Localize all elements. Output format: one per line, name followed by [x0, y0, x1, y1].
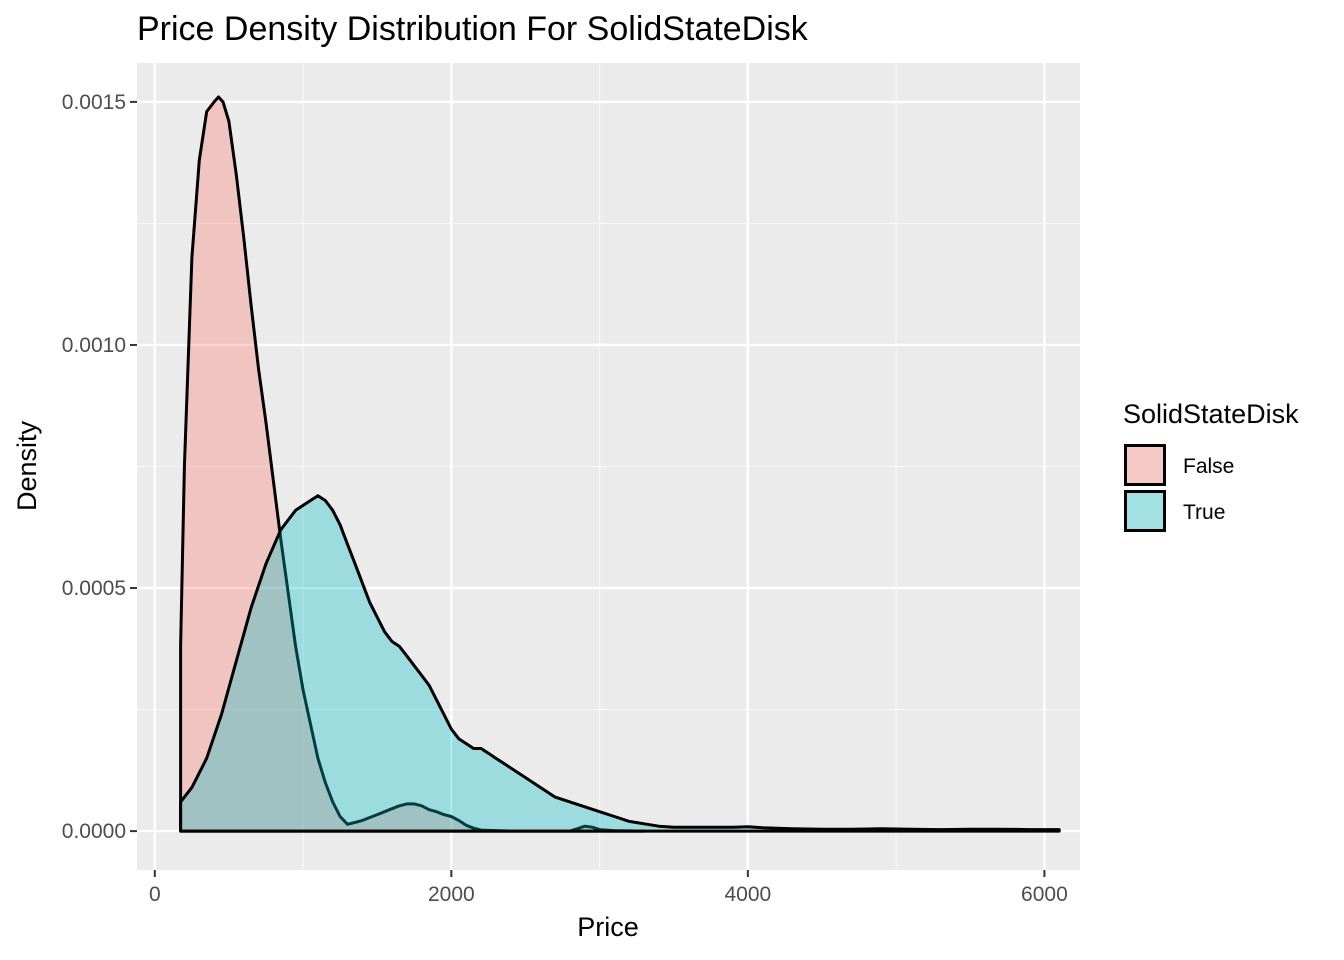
x-tick-label: 0	[149, 883, 161, 906]
x-tick-label: 2000	[428, 883, 475, 906]
legend-key-background	[1124, 490, 1166, 532]
legend-key-swatch	[1124, 490, 1166, 532]
minor-gridlines	[137, 63, 1080, 870]
y-tick-label: 0.0015	[62, 91, 126, 114]
legend: SolidStateDisk False True	[1123, 399, 1299, 532]
chart-title: Price Density Distribution For SolidStat…	[137, 10, 809, 48]
density-area-true	[179, 494, 1061, 833]
x-axis-ticks: 0 2000 4000 6000	[149, 870, 1068, 906]
y-axis-ticks: 0.0000 0.0005 0.0010 0.0015	[62, 91, 137, 843]
density-areas	[179, 95, 1061, 833]
y-axis-title: Density	[12, 420, 42, 511]
legend-key-swatch	[1124, 444, 1166, 486]
legend-title: SolidStateDisk	[1123, 399, 1299, 429]
x-tick-label: 6000	[1021, 883, 1068, 906]
y-tick-label: 0.0000	[62, 820, 126, 843]
legend-label: False	[1183, 455, 1234, 478]
x-tick-label: 4000	[725, 883, 772, 906]
legend-item-true: True	[1124, 490, 1225, 532]
legend-key-background	[1124, 444, 1166, 486]
x-axis-title: Price	[577, 912, 639, 942]
y-tick-label: 0.0010	[62, 334, 126, 357]
legend-item-false: False	[1124, 444, 1234, 486]
y-tick-label: 0.0005	[62, 577, 126, 600]
legend-label: True	[1183, 501, 1225, 524]
